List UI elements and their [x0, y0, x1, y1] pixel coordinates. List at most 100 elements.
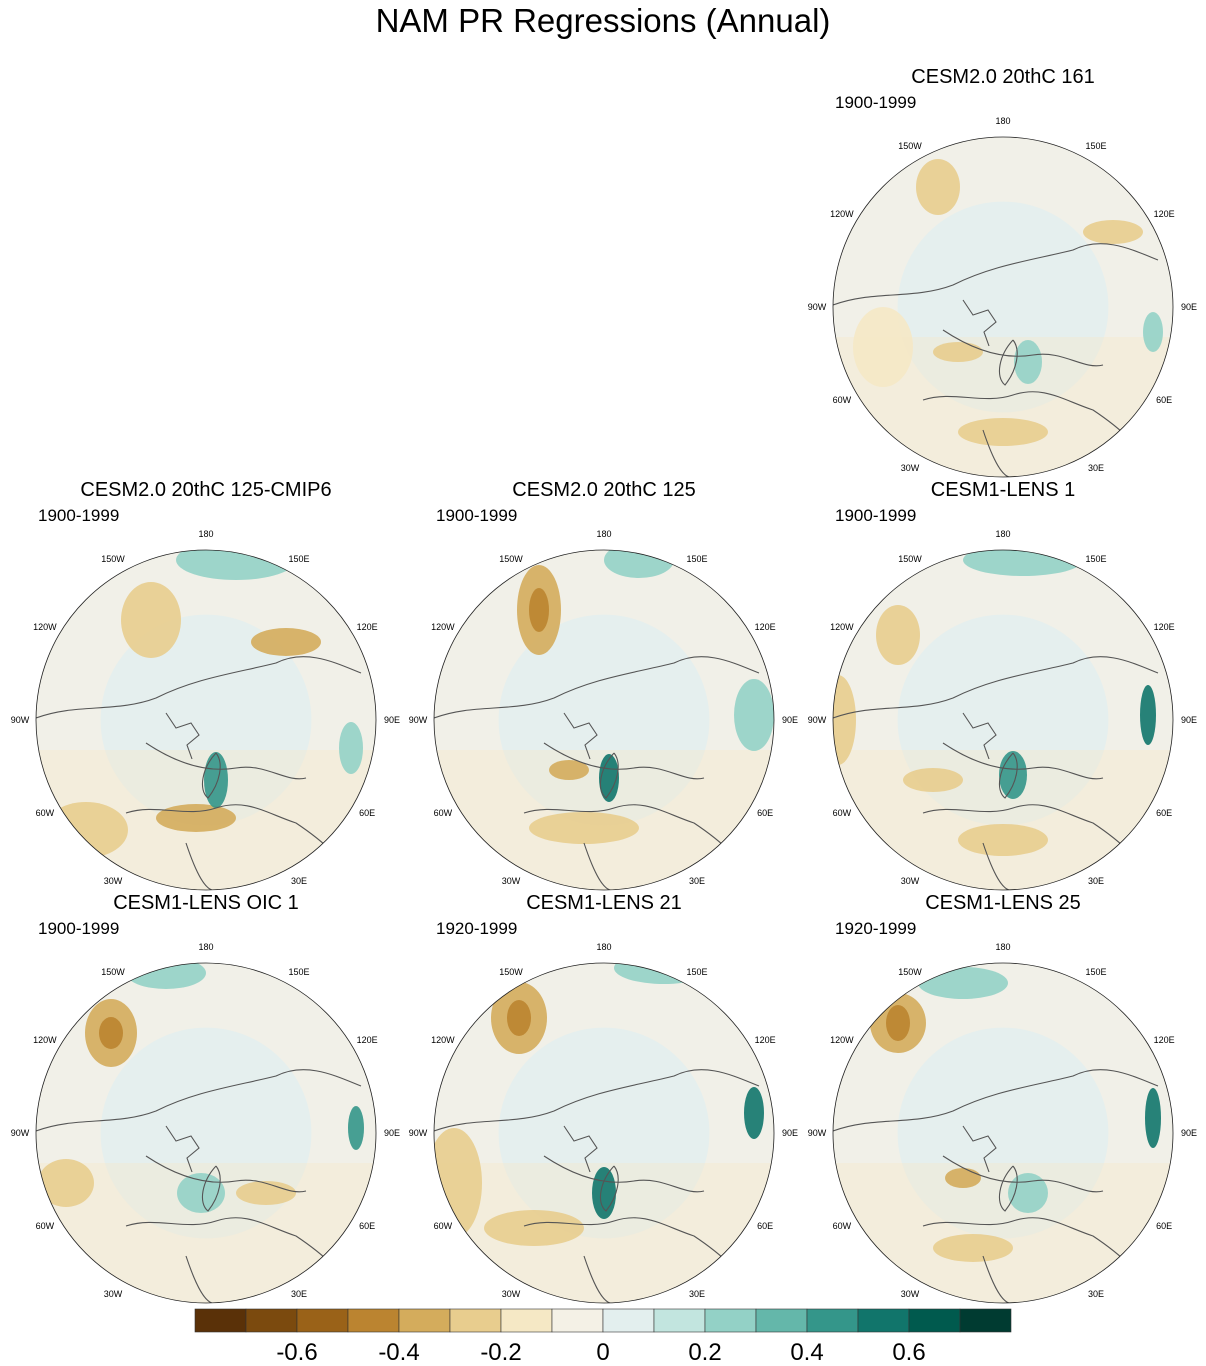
longitude-label: 120E — [357, 1035, 378, 1045]
longitude-label: 150E — [1085, 554, 1106, 564]
longitude-label: 30W — [502, 876, 521, 886]
longitude-label: 90E — [782, 1128, 798, 1138]
longitude-label: 120E — [755, 1035, 776, 1045]
colorbar-segment — [449, 1308, 502, 1333]
figure-title: NAM PR Regressions (Annual) — [375, 2, 831, 39]
anomaly-blob — [1145, 1088, 1161, 1148]
longitude-label: 30E — [291, 1289, 307, 1299]
polar-map: 180150E120E90E60E30E030W60W90W120W150W — [808, 529, 1197, 891]
polar-map: 180150E120E90E60E30E030W60W90W120W150W — [409, 942, 798, 1304]
longitude-label: 90E — [384, 1128, 400, 1138]
longitude-label: 90E — [1181, 1128, 1197, 1138]
longitude-label: 60W — [833, 395, 852, 405]
colorbar-segment — [755, 1308, 808, 1333]
anomaly-field — [833, 550, 1173, 890]
longitude-label: 90W — [11, 1128, 30, 1138]
map-panel-cesm2-125: CESM2.0 20thC 125 1900-1999 180 150E 120E 9… — [404, 479, 804, 899]
longitude-label: 90E — [782, 715, 798, 725]
anomaly-blob — [833, 675, 856, 765]
anomaly-blob — [339, 722, 363, 774]
anomaly-blob — [1143, 312, 1163, 352]
longitude-label: 120W — [33, 1035, 57, 1045]
longitude-label: 90W — [11, 715, 30, 725]
colorbar-tick-label: 0.4 — [790, 1339, 823, 1366]
panel-title: CESM1-LENS 1 — [930, 479, 1076, 501]
longitude-label: 30E — [1088, 876, 1104, 886]
anomaly-blob — [744, 1087, 764, 1139]
longitude-label: 60W — [833, 808, 852, 818]
coastline — [833, 656, 1159, 890]
longitude-label: 60W — [36, 1221, 55, 1231]
panel-years: 1900-1999 — [38, 506, 120, 525]
panel-title: CESM1-LENS OIC 1 — [113, 892, 299, 914]
anomaly-blob — [1140, 685, 1156, 745]
anomaly-blob — [529, 588, 549, 632]
colorbar-segment — [857, 1308, 910, 1333]
longitude-label: 90E — [1181, 715, 1197, 725]
anomaly-blob — [251, 628, 321, 656]
colorbar-tick-label: -0.4 — [378, 1339, 419, 1366]
polar-map: 180150E120E90E60E30E030W60W90W120W150W — [808, 116, 1197, 478]
anomaly-blob — [963, 550, 1083, 576]
polar-map: 180150E120E90E60E30E030W60W90W120W150W — [11, 942, 400, 1304]
anomaly-blob — [236, 1181, 296, 1205]
colorbar-tick-label: 0.6 — [892, 1339, 925, 1366]
anomaly-blob — [592, 1167, 616, 1219]
longitude-label: 150W — [499, 554, 523, 564]
panel-title: CESM2.0 20thC 125-CMIP6 — [80, 479, 332, 501]
longitude-label: 60E — [1156, 395, 1172, 405]
longitude-label: 150E — [288, 554, 309, 564]
longitude-label: 180 — [198, 942, 213, 952]
longitude-label: 60E — [757, 1221, 773, 1231]
colorbar-segment — [602, 1308, 655, 1333]
colorbar-segment — [296, 1308, 349, 1333]
longitude-label: 150E — [1085, 141, 1106, 151]
longitude-label: 150W — [898, 967, 922, 977]
map-panel-cesm2-161: CESM2.0 20thC 161 1900-1999 180 150E 120E 9… — [803, 66, 1203, 486]
longitude-label: 60E — [757, 808, 773, 818]
longitude-label: 90E — [1181, 302, 1197, 312]
longitude-label: 150W — [898, 554, 922, 564]
anomaly-field — [833, 159, 1173, 477]
panel-title: CESM1-LENS 25 — [925, 892, 1081, 914]
anomaly-blob — [958, 824, 1048, 856]
longitude-label: 60E — [359, 808, 375, 818]
anomaly-blob — [933, 342, 983, 362]
colorbar-tick-label: -0.2 — [480, 1339, 521, 1366]
longitude-label: 120W — [830, 1035, 854, 1045]
longitude-label: 30W — [901, 876, 920, 886]
panel-title: CESM2.0 20thC 161 — [911, 66, 1095, 88]
colorbar-segment — [194, 1308, 247, 1333]
map-panel-cesm2-125-cmip6: CESM2.0 20thC 125-CMIP6 1900-1999 180 150… — [6, 479, 406, 899]
anomaly-blob — [44, 802, 128, 858]
longitude-label: 60E — [1156, 1221, 1172, 1231]
longitude-label: 150E — [288, 967, 309, 977]
longitude-label: 150W — [898, 141, 922, 151]
colorbar-tick-label: -0.6 — [276, 1339, 317, 1366]
longitude-label: 120W — [830, 209, 854, 219]
colorbar-segment — [551, 1308, 604, 1333]
longitude-label: 60E — [359, 1221, 375, 1231]
longitude-label: 150W — [101, 967, 125, 977]
anomaly-blob — [507, 1000, 531, 1036]
longitude-label: 90W — [409, 1128, 428, 1138]
coastline — [434, 1069, 760, 1303]
colorbar-segment — [347, 1308, 400, 1333]
panel-years: 1900-1999 — [835, 93, 917, 112]
longitude-label: 150W — [101, 554, 125, 564]
map-boundary — [832, 962, 1174, 1304]
anomaly-blob — [945, 1168, 981, 1188]
longitude-label: 30E — [1088, 1289, 1104, 1299]
anomaly-blob — [916, 159, 960, 215]
panel-years: 1920-1999 — [835, 919, 917, 938]
longitude-label: 150E — [686, 554, 707, 564]
longitude-label: 60W — [833, 1221, 852, 1231]
map-panel-cesm1-lens-oic-1: CESM1-LENS OIC 1 1900-1999 180 150E 120E 90… — [6, 892, 406, 1312]
anomaly-blob — [903, 768, 963, 792]
polar-map: 180150E120E90E60E30E030W60W90W120W150W — [409, 529, 798, 891]
longitude-label: 30W — [104, 876, 123, 886]
panel-title: CESM1-LENS 21 — [526, 892, 682, 914]
colorbar-segment — [398, 1308, 451, 1333]
anomaly-blob — [918, 967, 1008, 999]
map-panel-cesm1-lens-1: CESM1-LENS 1 1900-1999 180 150E 120E 90E 60E… — [803, 479, 1203, 899]
